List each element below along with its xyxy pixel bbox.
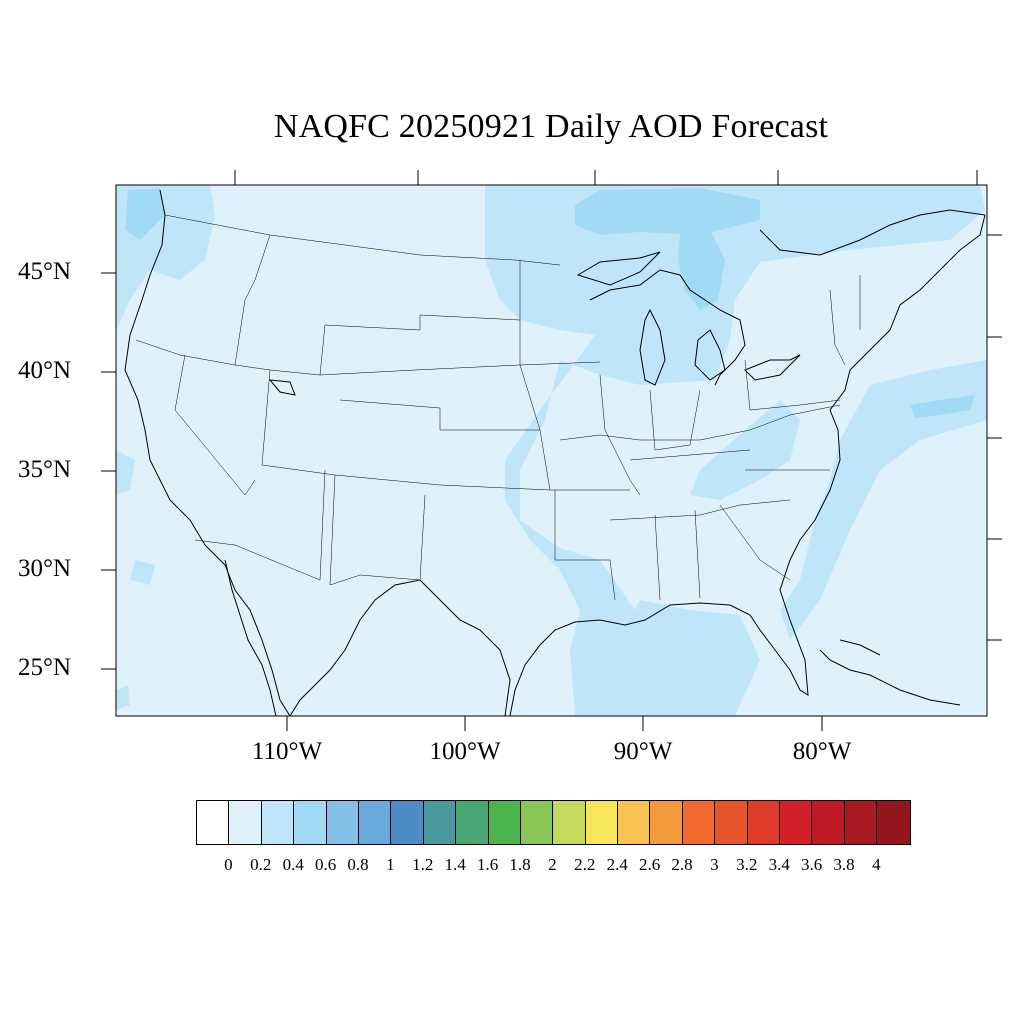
colorbar-tick-label: 1.8 bbox=[509, 855, 531, 874]
colorbar-box bbox=[456, 801, 489, 844]
colorbar-box bbox=[488, 801, 521, 844]
map-title: NAQFC 20250921 Daily AOD Forecast bbox=[273, 108, 829, 145]
colorbar-tick-label: 4 bbox=[872, 855, 881, 874]
colorbar-tick-label: 2.8 bbox=[671, 855, 693, 874]
colorbar-tick-label: 3.8 bbox=[833, 855, 855, 874]
colorbar-tick-label: 0 bbox=[224, 855, 233, 874]
colorbar-tick-label: 2.2 bbox=[574, 855, 596, 874]
colorbar-box bbox=[715, 801, 748, 844]
colorbar-box bbox=[553, 801, 586, 844]
lon-label-100: 100°W bbox=[429, 738, 501, 765]
colorbar-box bbox=[358, 801, 392, 844]
colorbar-tick-label: 3.2 bbox=[736, 855, 758, 874]
colorbar-box bbox=[877, 801, 910, 844]
colorbar-box bbox=[391, 801, 424, 844]
lat-label-40: 40°N bbox=[18, 357, 72, 384]
colorbar-box bbox=[747, 801, 781, 844]
aod-band-0-6 bbox=[125, 188, 975, 418]
colorbar-tick-label: 0.6 bbox=[314, 855, 337, 874]
colorbar-labels: 0 0.2 0.4 0.6 0.8 1 1.2 1.4 1.6 1.8 2 2.2 2.4 2.6 2.8 3… bbox=[0, 855, 1024, 879]
colorbar-box bbox=[618, 801, 651, 844]
colorbar-tick-label: 1.6 bbox=[476, 855, 499, 874]
colorbar-box bbox=[812, 801, 845, 844]
colorbar-tick-label: 3.4 bbox=[768, 855, 790, 874]
colorbar-box bbox=[229, 801, 262, 844]
map-ticks bbox=[101, 170, 1002, 731]
lon-label-80: 80°W bbox=[792, 738, 852, 765]
colorbar-box bbox=[423, 801, 457, 844]
colorbar-box bbox=[682, 801, 716, 844]
colorbar-box bbox=[261, 801, 295, 844]
colorbar-box bbox=[326, 801, 359, 844]
colorbar-tick-label: 2.4 bbox=[606, 855, 628, 874]
colorbar-tick-label: 0.8 bbox=[347, 855, 369, 874]
lon-label-90: 90°W bbox=[613, 738, 673, 765]
coastlines bbox=[124, 189, 986, 716]
colorbar-tick-label: 3 bbox=[710, 855, 719, 874]
colorbar-box bbox=[585, 801, 619, 844]
colorbar-box bbox=[650, 801, 683, 844]
lat-label-25: 25°N bbox=[18, 654, 72, 681]
colorbar-box bbox=[294, 801, 327, 844]
colorbar-tick-label: 0.2 bbox=[250, 855, 272, 874]
colorbar-box bbox=[520, 801, 554, 844]
map-frame bbox=[115, 184, 988, 717]
colorbar-tick-label: 1.2 bbox=[412, 855, 434, 874]
colorbar-box bbox=[844, 801, 878, 844]
colorbar-tick-label: 3.6 bbox=[800, 855, 823, 874]
colorbar-box bbox=[780, 801, 813, 844]
aod-colorbar bbox=[196, 800, 911, 845]
lat-label-45: 45°N bbox=[18, 258, 72, 285]
lat-label-35: 35°N bbox=[18, 456, 72, 483]
colorbar-tick-label: 0.4 bbox=[282, 855, 304, 874]
colorbar-tick-label: 1 bbox=[386, 855, 395, 874]
lon-label-110: 110°W bbox=[251, 738, 323, 765]
lat-label-30: 30°N bbox=[18, 555, 72, 582]
colorbar-box bbox=[197, 801, 230, 844]
colorbar-tick-label: 1.4 bbox=[444, 855, 466, 874]
state-boundaries bbox=[135, 214, 861, 601]
colorbar-tick-label: 2.6 bbox=[638, 855, 661, 874]
colorbar-tick-label: 2 bbox=[548, 855, 557, 874]
